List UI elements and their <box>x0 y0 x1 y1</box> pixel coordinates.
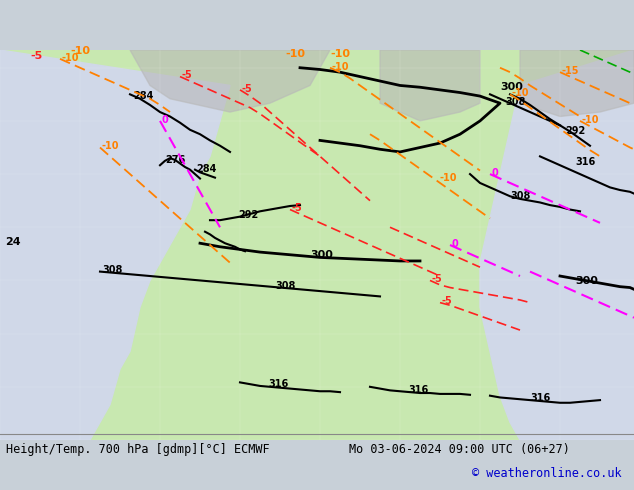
Text: Mo 03-06-2024 09:00 UTC (06+27): Mo 03-06-2024 09:00 UTC (06+27) <box>349 442 569 456</box>
Text: -10: -10 <box>102 141 119 151</box>
Text: -10: -10 <box>62 52 79 63</box>
Text: 308: 308 <box>275 281 295 292</box>
Text: 284: 284 <box>196 164 216 174</box>
Text: 300: 300 <box>310 250 333 260</box>
Text: 284: 284 <box>133 91 153 101</box>
Polygon shape <box>0 50 230 440</box>
Text: 292: 292 <box>565 126 585 136</box>
Text: 24: 24 <box>5 237 21 247</box>
Text: -15: -15 <box>562 66 579 76</box>
Text: -5: -5 <box>432 274 443 284</box>
Text: 0: 0 <box>452 239 459 249</box>
Text: 308: 308 <box>102 266 122 275</box>
Text: -5: -5 <box>30 51 42 61</box>
Text: -5: -5 <box>182 71 193 80</box>
Text: -10: -10 <box>582 115 600 124</box>
Text: 276: 276 <box>165 154 185 165</box>
Text: 0: 0 <box>492 168 499 178</box>
Text: 316: 316 <box>408 385 428 395</box>
Text: 316: 316 <box>530 393 550 403</box>
Text: -10: -10 <box>512 88 529 98</box>
Text: © weatheronline.co.uk: © weatheronline.co.uk <box>472 467 621 480</box>
Text: 0: 0 <box>162 115 169 124</box>
Text: -10: -10 <box>330 49 350 59</box>
Polygon shape <box>480 50 634 440</box>
Text: -5: -5 <box>292 203 303 213</box>
Text: 308: 308 <box>505 97 526 107</box>
Text: -10: -10 <box>70 47 90 56</box>
Text: 308: 308 <box>510 191 531 201</box>
Text: Height/Temp. 700 hPa [gdmp][°C] ECMWF: Height/Temp. 700 hPa [gdmp][°C] ECMWF <box>6 442 270 456</box>
Text: -5: -5 <box>442 296 453 306</box>
Text: -10: -10 <box>285 49 305 59</box>
Polygon shape <box>520 50 634 117</box>
Text: 292: 292 <box>238 210 258 221</box>
Polygon shape <box>130 50 330 112</box>
Text: 300: 300 <box>575 276 598 286</box>
Text: 316: 316 <box>575 157 595 167</box>
Text: 300: 300 <box>500 82 523 92</box>
Text: -10: -10 <box>440 173 458 183</box>
Text: -5: -5 <box>242 84 253 94</box>
Polygon shape <box>380 50 480 121</box>
Text: 316: 316 <box>268 379 288 389</box>
Text: -10: -10 <box>332 62 349 72</box>
